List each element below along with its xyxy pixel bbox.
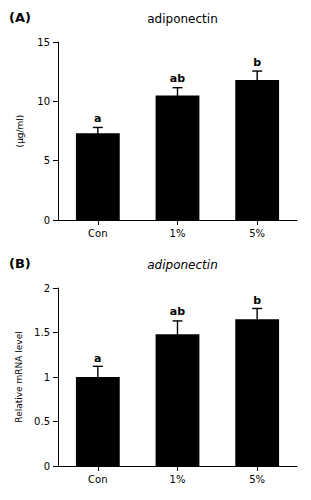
svg-text:ab: ab — [170, 305, 185, 318]
svg-text:(B): (B) — [9, 256, 31, 271]
svg-text:Con: Con — [88, 228, 107, 239]
svg-text:(μg/ml): (μg/ml) — [15, 115, 25, 148]
svg-text:1%: 1% — [170, 228, 186, 239]
svg-text:2: 2 — [44, 283, 50, 294]
svg-text:ab: ab — [170, 72, 185, 85]
svg-text:(A): (A) — [9, 10, 31, 25]
svg-text:a: a — [94, 112, 101, 125]
svg-text:15: 15 — [37, 37, 50, 48]
svg-text:0.5: 0.5 — [34, 416, 50, 427]
svg-text:5%: 5% — [249, 228, 265, 239]
svg-text:5%: 5% — [249, 474, 265, 485]
svg-text:5: 5 — [44, 155, 50, 166]
svg-text:1: 1 — [44, 372, 50, 383]
svg-text:1%: 1% — [170, 474, 186, 485]
svg-text:1.5: 1.5 — [34, 327, 50, 338]
svg-text:adiponectin: adiponectin — [147, 12, 218, 26]
svg-text:0: 0 — [44, 215, 50, 226]
svg-text:b: b — [253, 56, 261, 69]
svg-text:adiponectin: adiponectin — [147, 258, 218, 272]
svg-text:Con: Con — [88, 474, 107, 485]
svg-text:10: 10 — [37, 96, 50, 107]
svg-text:b: b — [253, 294, 261, 307]
svg-text:a: a — [94, 352, 101, 365]
svg-text:0: 0 — [44, 461, 50, 472]
svg-text:Relative mRNA level: Relative mRNA level — [14, 331, 24, 422]
